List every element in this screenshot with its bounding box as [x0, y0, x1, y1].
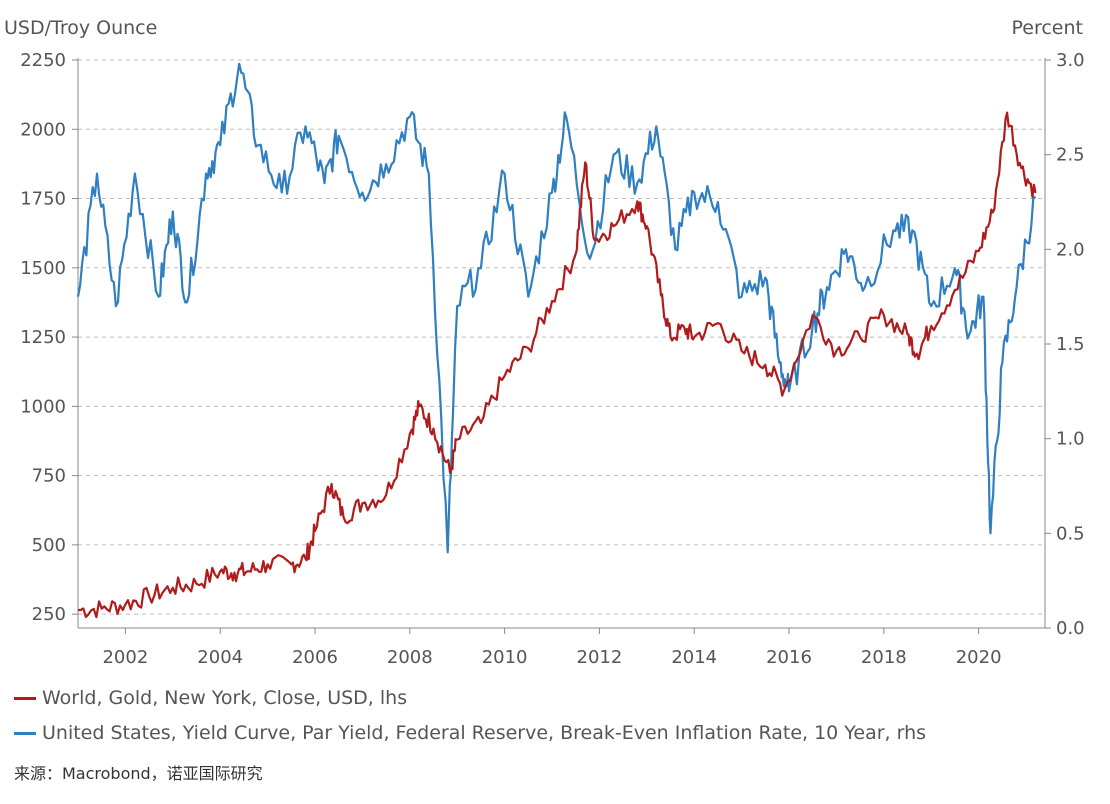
axes: [72, 58, 1051, 634]
legend-item-gold: World, Gold, New York, Close, USD, lhs: [14, 687, 407, 709]
y-right-tick-label-1.0: 1.0: [1056, 429, 1085, 450]
y-right-tick-label-0.0: 0.0: [1056, 618, 1085, 639]
series-line-breakeven: [76, 62, 1037, 554]
x-tick-label-2010: 2010: [482, 647, 528, 668]
y-right-tick-label-1.5: 1.5: [1056, 334, 1085, 355]
x-tick-label-2020: 2020: [956, 647, 1002, 668]
legend-label-breakeven: United States, Yield Curve, Par Yield, F…: [42, 722, 927, 744]
source-note: 来源：Macrobond，诺亚国际研究: [14, 764, 263, 783]
gridlines: [78, 59, 1045, 615]
y-left-tick-label-2250: 2250: [20, 50, 66, 71]
legend-swatch-gold: [14, 697, 36, 700]
legend-swatch-breakeven: [14, 732, 36, 735]
x-tick-label-2016: 2016: [766, 647, 812, 668]
legend-item-breakeven: United States, Yield Curve, Par Yield, F…: [14, 722, 926, 744]
y-left-tick-label-1250: 1250: [20, 327, 66, 348]
tick-labels: 250 500 750 1000 1250 1500 1750 2000 2250 0.0 0.5 1…: [20, 50, 1084, 668]
x-tick-label-2006: 2006: [292, 647, 338, 668]
right-axis-title: Percent: [1012, 17, 1084, 39]
y-right-tick-label-3.0: 3.0: [1056, 50, 1085, 71]
left-axis-title: USD/Troy Ounce: [4, 17, 157, 39]
y-left-tick-label-250: 250: [32, 604, 66, 625]
x-tick-label-2002: 2002: [102, 647, 148, 668]
y-left-tick-label-1750: 1750: [20, 189, 66, 210]
series-lines: [76, 62, 1037, 619]
y-left-tick-label-1000: 1000: [20, 396, 66, 417]
x-tick-label-2014: 2014: [671, 647, 717, 668]
y-right-tick-label-0.5: 0.5: [1056, 523, 1085, 544]
y-right-tick-label-2.5: 2.5: [1056, 145, 1085, 166]
y-right-tick-label-2.0: 2.0: [1056, 239, 1085, 260]
y-left-tick-label-1500: 1500: [20, 258, 66, 279]
x-tick-label-2008: 2008: [387, 647, 433, 668]
x-tick-label-2004: 2004: [197, 647, 243, 668]
y-left-tick-label-2000: 2000: [20, 119, 66, 140]
legend-label-gold: World, Gold, New York, Close, USD, lhs: [42, 687, 408, 709]
y-left-tick-label-500: 500: [32, 535, 66, 556]
y-left-tick-label-750: 750: [32, 466, 66, 487]
x-tick-label-2012: 2012: [577, 647, 623, 668]
chart: USD/Troy Ounce Percent 250 500 750 1000 1250…: [4, 17, 1085, 668]
series-line-gold: [78, 111, 1037, 619]
x-tick-label-2018: 2018: [861, 647, 907, 668]
